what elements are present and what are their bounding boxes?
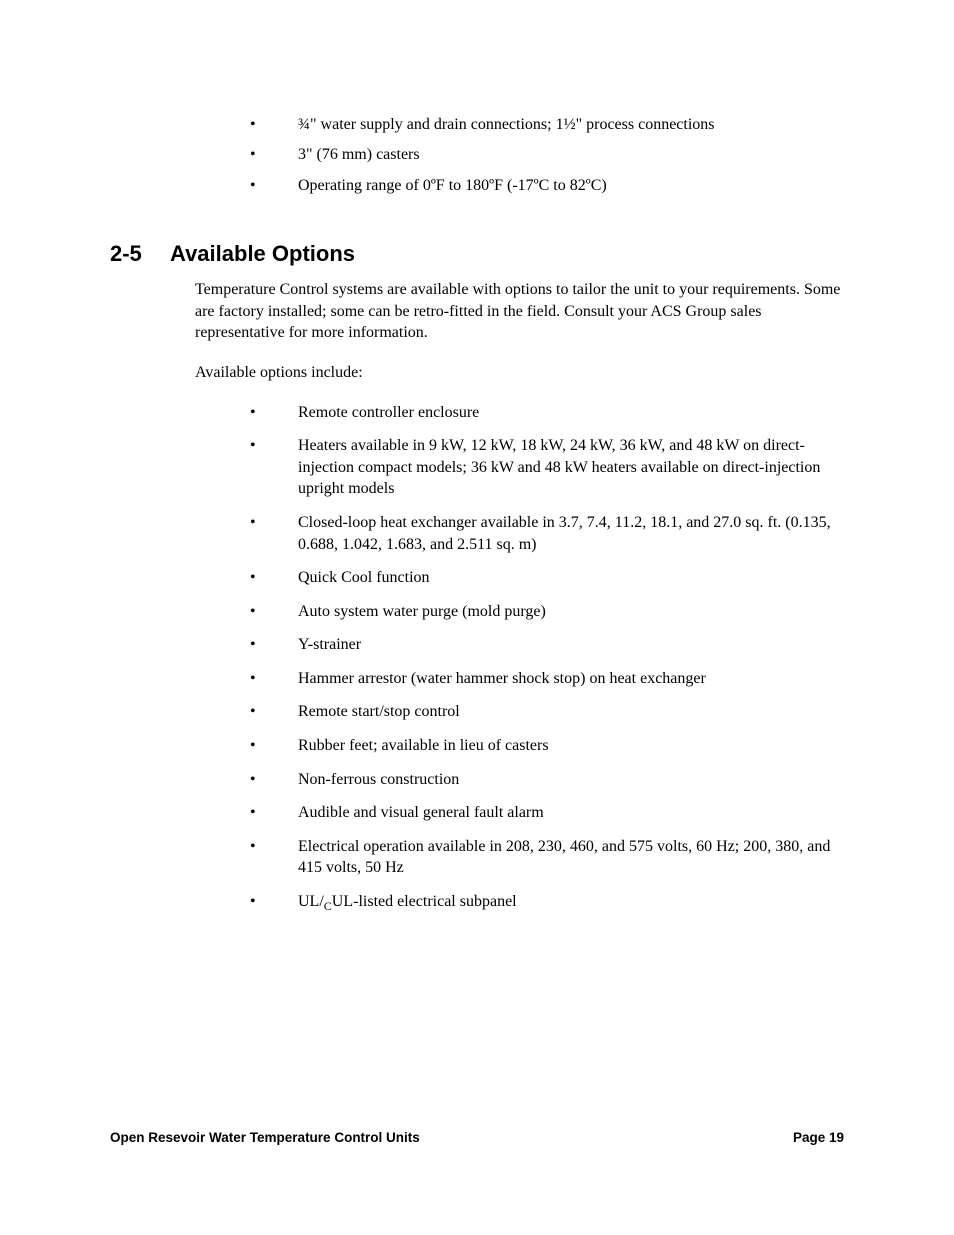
footer-page-number: Page 19 [793,1130,844,1145]
intro-paragraph: Temperature Control systems are availabl… [195,279,844,344]
list-item: Remote start/stop control [250,701,844,723]
list-item: Operating range of 0ºF to 180ºF (-17ºC t… [250,171,844,201]
section-header: 2-5 Available Options [110,241,844,267]
lead-in-text: Available options include: [195,362,844,384]
list-item: ¾" water supply and drain connections; 1… [250,110,844,140]
list-item: Electrical operation available in 208, 2… [250,836,844,879]
list-item: Quick Cool function [250,567,844,589]
footer-title: Open Resevoir Water Temperature Control … [110,1130,420,1145]
list-item: Y-strainer [250,634,844,656]
option-text-prefix: UL/ [298,893,324,910]
list-item: UL/CUL-listed electrical subpanel [250,891,844,914]
section-body: Temperature Control systems are availabl… [195,279,844,914]
list-item: Remote controller enclosure [250,402,844,424]
list-item: 3" (76 mm) casters [250,140,844,170]
list-item: Audible and visual general fault alarm [250,802,844,824]
option-text-suffix: UL-listed electrical subpanel [332,893,517,910]
options-list: Remote controller enclosure Heaters avai… [195,402,844,915]
section-title: Available Options [170,241,844,267]
page-footer: Open Resevoir Water Temperature Control … [110,1130,844,1145]
list-item: Rubber feet; available in lieu of caster… [250,735,844,757]
section-number: 2-5 [110,241,170,267]
list-item: Closed-loop heat exchanger available in … [250,512,844,555]
list-item: Heaters available in 9 kW, 12 kW, 18 kW,… [250,435,844,500]
option-subscript: C [324,899,332,913]
list-item: Non-ferrous construction [250,769,844,791]
list-item: Hammer arrestor (water hammer shock stop… [250,668,844,690]
page: ¾" water supply and drain connections; 1… [0,0,954,1235]
list-item: Auto system water purge (mold purge) [250,601,844,623]
top-feature-list: ¾" water supply and drain connections; 1… [110,110,844,201]
